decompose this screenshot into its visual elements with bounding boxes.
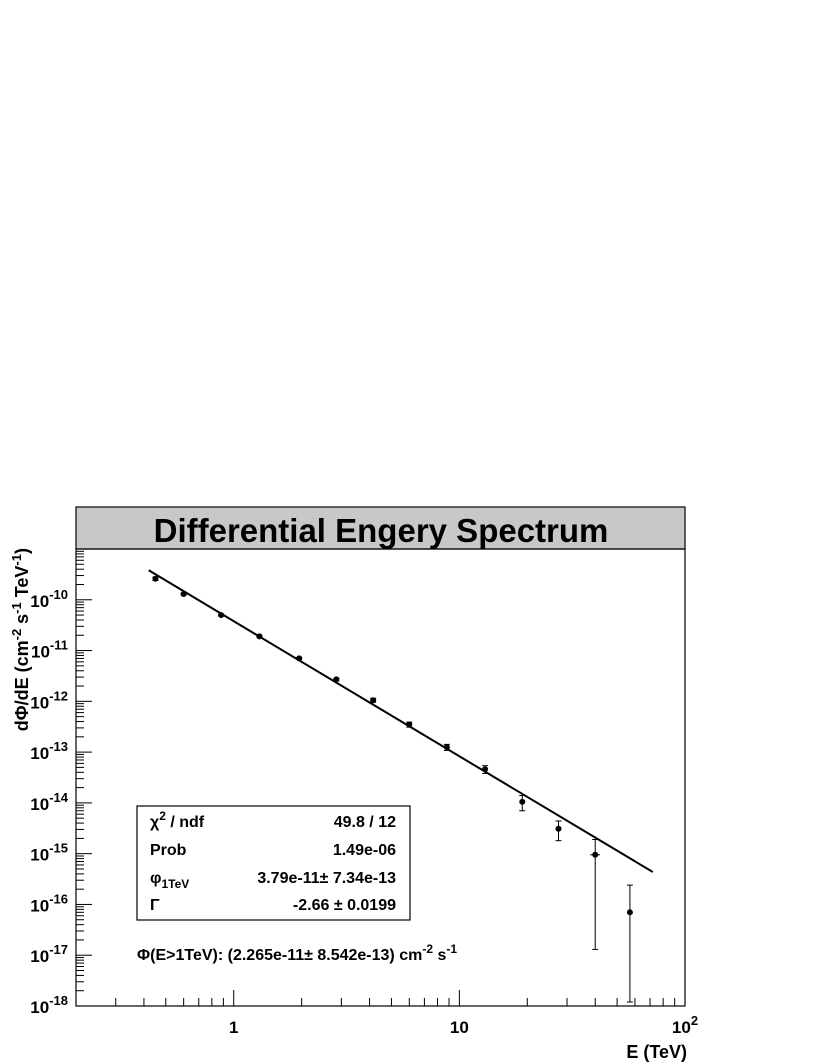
data-point <box>256 633 263 640</box>
x-tick-label: 10 <box>450 1018 469 1037</box>
plot-frame <box>75 548 686 1007</box>
y-tick-label: 10-11 <box>31 638 68 662</box>
y-tick-label: 10-15 <box>30 841 68 865</box>
y-tick-label: 10-17 <box>30 942 68 966</box>
y-tick-label: 10-13 <box>30 739 68 763</box>
title-box <box>75 506 686 550</box>
stats-row-value: 3.79e-11± 7.34e-13 <box>257 870 396 887</box>
data-point <box>370 697 377 704</box>
data-point <box>482 765 489 774</box>
marker <box>296 655 303 662</box>
x-tick-label: 102 <box>672 1013 698 1037</box>
marker <box>626 909 633 916</box>
marker <box>443 744 450 751</box>
data-point <box>555 820 562 842</box>
data-point <box>443 743 450 751</box>
marker <box>555 825 562 832</box>
stats-row-value: 49.8 / 12 <box>334 814 396 831</box>
stats-row-label: χ2 / ndf <box>150 809 205 831</box>
data-point <box>333 676 340 683</box>
marker <box>218 612 225 619</box>
x-axis-tick-labels: 1 10 102 <box>229 1013 698 1037</box>
fit-line <box>148 569 654 873</box>
data-point <box>218 612 225 619</box>
y-tick-label: 10-16 <box>30 891 68 915</box>
stats-row-value: -2.66 ± 0.0199 <box>293 897 396 914</box>
x-axis-title: E (TeV) <box>626 1042 687 1062</box>
y-tick-label: 10-18 <box>30 993 68 1017</box>
data-point <box>519 794 526 812</box>
data-point <box>296 655 303 662</box>
data-points <box>152 575 633 1003</box>
marker <box>406 721 413 728</box>
chart-title: Differential Engery Spectrum <box>154 512 609 549</box>
stats-row-label: Γ <box>150 897 160 914</box>
stats-row-label: Prob <box>150 842 187 859</box>
data-point <box>626 884 633 1003</box>
data-point <box>590 839 600 950</box>
data-point <box>152 575 159 582</box>
x-axis-ticks <box>75 990 676 1006</box>
stats-row-label: φ1TeV <box>150 870 189 891</box>
marker <box>256 633 263 640</box>
marker <box>519 798 526 805</box>
y-axis-title: dΦ/dE (cm-2 s-1 TeV-1) <box>9 548 32 731</box>
marker <box>592 851 599 858</box>
y-tick-label: 10-10 <box>30 587 68 611</box>
marker <box>370 697 377 704</box>
x-tick-label: 1 <box>229 1018 238 1037</box>
integral-flux-annotation: Φ(E>1TeV): (2.265e-11± 8.542e-13) cm-2 s… <box>137 942 457 964</box>
fit-stats-box: χ2 / ndf 49.8 / 12 Prob 1.49e-06 φ1TeV 3.79e-… <box>136 805 411 921</box>
y-tick-label: 10-14 <box>30 790 68 814</box>
y-tick-label: 10-12 <box>30 688 68 712</box>
y-axis-tick-labels: 10-10 10-11 10-12 10-13 10-14 10-15 10-16 10-17… <box>30 587 68 1017</box>
stats-frame <box>136 805 411 921</box>
marker <box>333 676 340 683</box>
data-point <box>406 721 413 728</box>
data-point <box>180 590 187 597</box>
marker <box>152 575 159 582</box>
marker <box>180 590 187 597</box>
stats-row-value: 1.49e-06 <box>333 842 396 859</box>
marker <box>482 766 489 773</box>
y-axis-ticks <box>76 550 92 1007</box>
